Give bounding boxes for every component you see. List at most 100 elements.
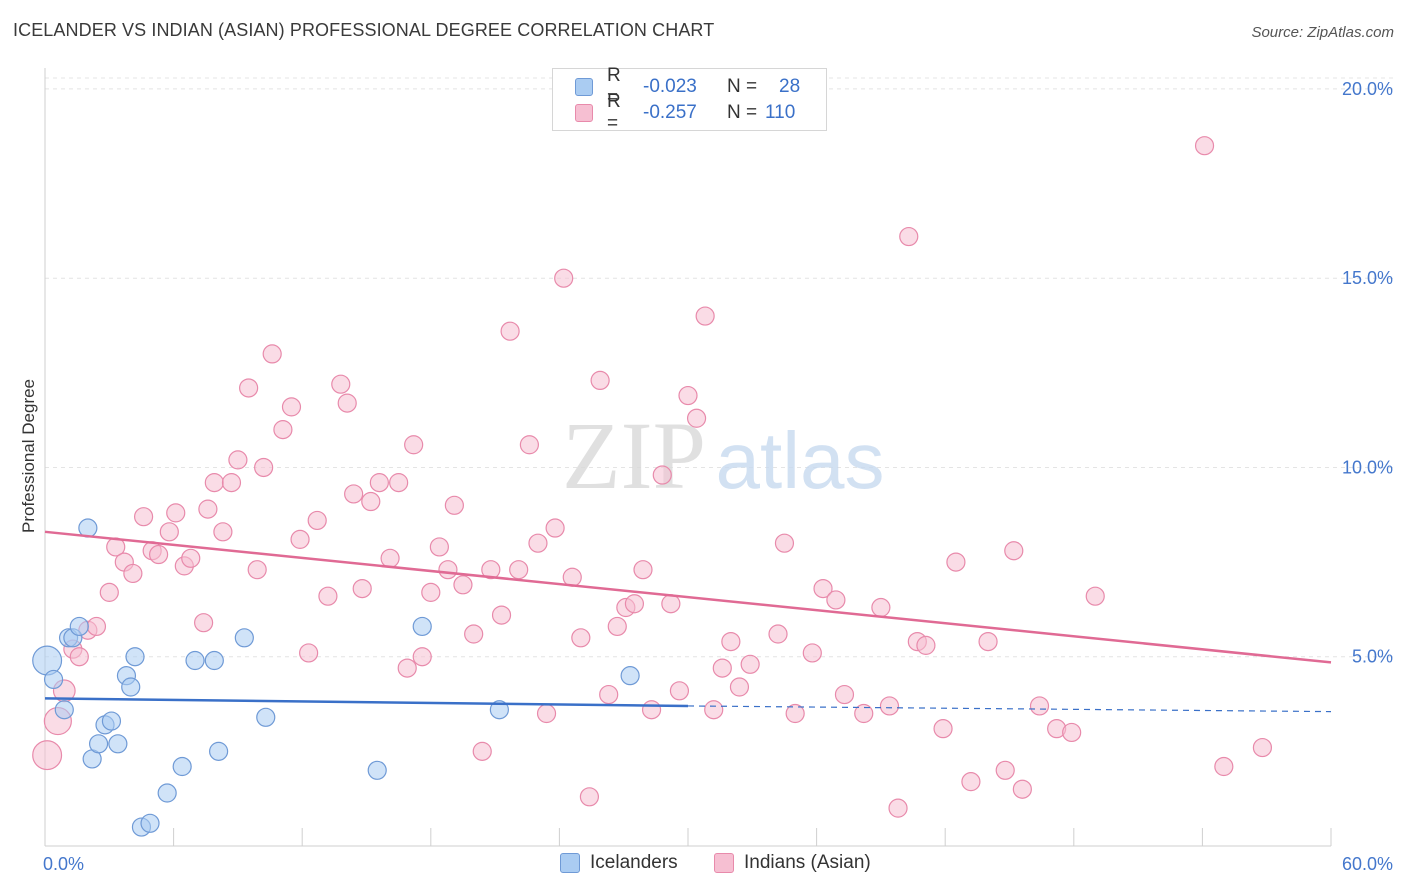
indians-point <box>318 586 338 606</box>
icelanders-point <box>43 669 64 690</box>
icelanders-trend-line <box>44 697 689 708</box>
icelanders-point <box>234 628 254 648</box>
indians-point <box>554 268 574 288</box>
indians-point <box>678 385 698 406</box>
y-tick-label: 20.0% <box>1342 79 1393 99</box>
indians-point <box>299 643 319 663</box>
legend-swatch-blue <box>575 78 593 96</box>
indians-point <box>307 510 327 531</box>
icelanders-point <box>412 616 432 637</box>
legend-row-indians: R = -0.257 N = 110 <box>575 91 796 134</box>
indians-point <box>262 344 282 364</box>
indians-point <box>281 397 302 417</box>
indians-point <box>834 684 855 705</box>
indians-point <box>607 616 627 637</box>
indians-point <box>397 658 417 678</box>
legend-swatch-pink <box>575 104 593 122</box>
indians-point <box>961 772 981 792</box>
indians-point <box>1214 756 1234 777</box>
icelanders-point <box>69 616 89 637</box>
icelanders-point <box>256 707 276 727</box>
indians-point <box>1194 136 1215 156</box>
indians-point <box>1062 722 1082 743</box>
indians-point <box>166 503 186 523</box>
indians-point <box>148 544 169 565</box>
icelanders-point <box>209 741 229 761</box>
legend-row-icelanders: R = -0.023 N = 28 <box>575 65 800 108</box>
indians-point <box>239 378 259 398</box>
indians-point <box>669 681 690 701</box>
grid-lines <box>45 77 1393 658</box>
indians-point <box>624 594 645 614</box>
icelanders-point <box>620 666 640 686</box>
icelanders-point <box>121 677 141 697</box>
indians-point <box>481 560 501 580</box>
indians-points <box>32 136 1273 818</box>
correlation-legend: R = -0.023 N = 28 R = -0.257 N = 110 <box>552 65 827 134</box>
indians-point <box>1252 737 1273 758</box>
icelanders-point <box>54 700 74 720</box>
legend-n-value: 110 <box>765 102 796 123</box>
indians-point <box>99 582 119 602</box>
indians-point <box>1004 541 1024 561</box>
watermark-zip: ZIP <box>562 402 706 509</box>
indians-point <box>854 703 874 724</box>
indians-point <box>995 760 1015 780</box>
legend-r-value: -0.257 <box>643 102 697 123</box>
indians-point <box>472 741 492 761</box>
indians-point <box>590 370 610 390</box>
indians-point <box>528 533 548 553</box>
y-axis-label: Professional Degree <box>19 379 38 533</box>
indians-point <box>331 374 351 394</box>
indians-point <box>500 321 520 341</box>
y-tick-label: 5.0% <box>1352 647 1393 667</box>
icelanders-point <box>108 734 128 754</box>
indians-point <box>978 631 998 652</box>
indians-point <box>1029 696 1050 716</box>
icelanders-point <box>172 756 192 777</box>
indians-point <box>879 696 900 716</box>
indians-point <box>774 533 795 553</box>
y-tick-label: 10.0% <box>1342 457 1393 477</box>
indians-point <box>916 635 936 655</box>
indians-point <box>464 624 484 644</box>
indians-point <box>633 560 653 580</box>
indians-point <box>826 590 846 610</box>
indians-point <box>228 450 248 470</box>
indians-point <box>1012 779 1032 799</box>
bottom-swatch-pink <box>714 853 734 873</box>
indians-point <box>888 798 908 818</box>
indians-point <box>599 684 619 705</box>
indians-trend-line <box>44 530 1332 664</box>
legend-n-label: N = <box>727 102 758 123</box>
indians-point <box>729 677 750 697</box>
indians-point <box>871 597 891 618</box>
indians-point <box>509 560 529 580</box>
indians-point <box>802 643 822 663</box>
indians-point <box>352 578 372 599</box>
indians-point <box>712 658 732 678</box>
indians-point <box>579 787 600 807</box>
indians-point <box>536 703 557 724</box>
indians-point <box>946 552 966 572</box>
indians-point <box>933 719 953 739</box>
indians-point <box>247 560 267 580</box>
indians-point <box>768 624 788 644</box>
indians-point <box>361 491 381 512</box>
indians-point <box>695 306 715 326</box>
indians-point <box>369 473 389 493</box>
watermark-atlas: atlas <box>716 416 885 505</box>
indians-point <box>69 647 89 667</box>
indians-point <box>444 495 464 515</box>
indians-point <box>429 537 449 557</box>
indians-point <box>159 522 179 542</box>
indians-point <box>652 465 672 485</box>
icelanders-points <box>32 518 640 837</box>
icelanders-point <box>157 783 177 803</box>
indians-point <box>421 582 441 602</box>
indians-point <box>545 518 565 538</box>
bottom-legend-label: Indians (Asian) <box>744 852 871 873</box>
indians-point <box>661 594 681 614</box>
indians-point <box>519 435 539 455</box>
bottom-swatch-blue <box>560 853 580 873</box>
